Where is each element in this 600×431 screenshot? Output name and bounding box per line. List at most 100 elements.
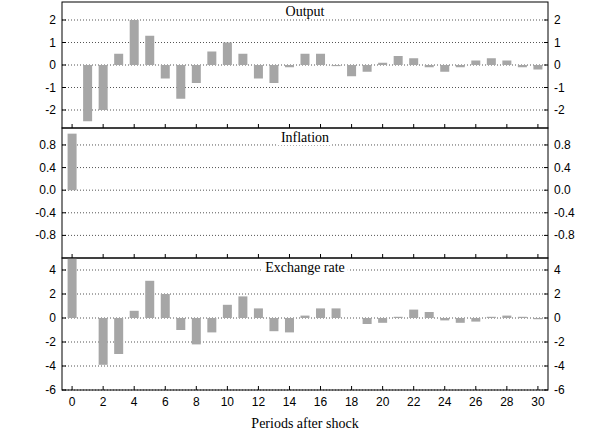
bar: [440, 190, 449, 191]
bar: [409, 190, 418, 191]
bar: [99, 190, 108, 191]
x-tick: [444, 124, 445, 128]
chart: -2-2-1-1001122Output-0.8-0.8-0.4-0.40.00…: [0, 0, 600, 431]
x-tick: [258, 254, 259, 258]
y-tick-label: -2: [45, 335, 56, 349]
y-tick-label: 2: [554, 287, 561, 301]
x-tick-label: 22: [407, 395, 421, 409]
y-tick-label: 0.4: [554, 161, 571, 175]
y-tick-label: 4: [554, 263, 561, 277]
x-tick-label: 20: [376, 395, 390, 409]
y-tick: [544, 87, 548, 88]
bar: [394, 317, 403, 318]
x-tick: [134, 386, 135, 390]
x-tick: [196, 124, 197, 128]
bar: [533, 65, 542, 70]
bar: [269, 318, 278, 331]
y-tick: [62, 110, 66, 111]
y-tick-label: 0: [49, 58, 56, 72]
bar: [207, 318, 216, 332]
x-tick: [382, 386, 383, 390]
x-tick: [475, 124, 476, 128]
y-tick-label: 4: [49, 263, 56, 277]
bar: [502, 190, 511, 191]
bar: [114, 318, 123, 354]
x-tick: [537, 254, 538, 258]
bar: [456, 190, 465, 191]
bar: [347, 190, 356, 191]
y-tick-label: -0.4: [35, 206, 56, 220]
bar: [409, 310, 418, 318]
y-tick-label: 0.8: [39, 138, 56, 152]
y-tick-label: -6: [554, 383, 565, 397]
x-tick: [537, 386, 538, 390]
bar: [363, 65, 372, 72]
bar: [238, 190, 247, 191]
grid-line: [62, 87, 548, 88]
x-tick: [351, 254, 352, 258]
x-tick: [351, 124, 352, 128]
x-tick: [258, 124, 259, 128]
x-tick: [258, 386, 259, 390]
bar: [223, 305, 232, 318]
y-tick: [62, 235, 66, 236]
bar: [207, 52, 216, 66]
x-tick: [351, 386, 352, 390]
x-tick: [444, 254, 445, 258]
y-tick: [544, 318, 548, 319]
bar: [425, 190, 434, 191]
panel-frame: [62, 128, 548, 258]
y-tick-label: 0: [554, 58, 561, 72]
bar: [394, 190, 403, 191]
bar: [363, 318, 372, 324]
bar: [207, 190, 216, 191]
bar: [316, 308, 325, 318]
bar: [68, 258, 77, 318]
bar: [332, 190, 341, 191]
bar: [487, 317, 496, 318]
bar: [378, 63, 387, 65]
x-axis-label: Periods after shock: [251, 416, 358, 431]
x-tick: [444, 386, 445, 390]
x-tick: [227, 124, 228, 128]
bar: [518, 190, 527, 191]
y-tick-label: -2: [554, 103, 565, 117]
x-tick-label: 10: [221, 395, 235, 409]
bar: [130, 311, 139, 318]
grid-line: [62, 366, 548, 367]
y-tick: [62, 342, 66, 343]
x-tick: [103, 386, 104, 390]
bars: [68, 258, 543, 365]
bar: [269, 65, 278, 83]
x-tick: [382, 254, 383, 258]
x-tick: [413, 386, 414, 390]
bar: [176, 65, 185, 99]
bar: [161, 65, 170, 79]
bar: [68, 134, 77, 191]
x-tick: [537, 124, 538, 128]
grid-line: [62, 167, 548, 168]
bars: [83, 20, 542, 121]
bar: [332, 65, 341, 66]
y-tick: [544, 20, 548, 21]
x-tick: [289, 386, 290, 390]
y-tick: [62, 318, 66, 319]
x-tick-label: 26: [469, 395, 483, 409]
y-tick-label: 0.0: [554, 183, 571, 197]
bar: [285, 318, 294, 332]
x-tick: [320, 386, 321, 390]
bar: [502, 61, 511, 66]
bar: [83, 190, 92, 191]
x-tick: [320, 254, 321, 258]
bar: [83, 318, 92, 319]
x-tick-label: 30: [531, 395, 545, 409]
bar: [471, 61, 480, 66]
bar: [487, 58, 496, 65]
bar: [192, 318, 201, 344]
y-tick-label: 1: [49, 36, 56, 50]
y-tick: [544, 65, 548, 66]
x-tick: [72, 124, 73, 128]
x-tick: [320, 124, 321, 128]
bar: [68, 65, 77, 66]
bar: [316, 54, 325, 65]
